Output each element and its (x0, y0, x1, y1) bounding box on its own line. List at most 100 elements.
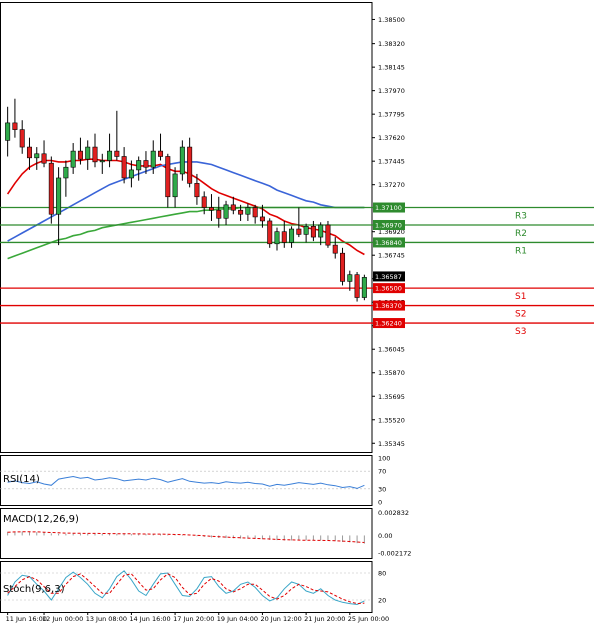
time-tick-label: 17 Jun 20:00 (173, 615, 214, 623)
rsi-title: RSI(14) (3, 474, 40, 485)
stoch-tick-label: 20 (378, 597, 386, 605)
candle-body (238, 209, 244, 215)
level-price-tag (373, 202, 405, 213)
level-label-r2: R2 (515, 229, 527, 239)
time-tick-label: 21 Jun 20:00 (304, 615, 345, 623)
price-tick-label: 1.37445 (378, 158, 405, 166)
price-tick-label: 1.37270 (378, 181, 405, 189)
candle-body (114, 150, 120, 157)
macd-tick-label: 0.002832 (378, 509, 409, 517)
candle-body (274, 231, 280, 245)
time-tick-label: 14 Jun 16:00 (129, 615, 170, 623)
candle-body (187, 146, 193, 184)
level-price-tag (373, 237, 405, 248)
candle-body (165, 156, 171, 198)
main-panel-frame (0, 2, 373, 453)
candle-body (216, 209, 222, 219)
current-price-label: 1.36587 (375, 273, 402, 281)
level-price-tag-label: 1.37100 (375, 204, 402, 212)
level-price-tag (373, 300, 405, 311)
level-price-tag-label: 1.36240 (375, 320, 402, 328)
price-tick-label: 1.37970 (378, 87, 405, 95)
macd-title: MACD(12,26,9) (3, 514, 79, 525)
rsi-tick-label: 100 (378, 455, 390, 463)
candle-body (318, 224, 324, 238)
candle-body (303, 226, 309, 235)
candle-body (85, 146, 91, 160)
rsi-tick-label: 70 (378, 468, 386, 476)
rsi-panel-frame (0, 455, 373, 506)
candle-body (332, 244, 338, 254)
price-tick-label: 1.35695 (378, 393, 405, 401)
stoch-signal-line (7, 573, 365, 605)
candle-body (107, 150, 113, 161)
candle-body (48, 162, 54, 215)
macd-panel-frame (0, 508, 373, 559)
candle-body (310, 226, 316, 238)
rsi-tick-label: 0 (378, 499, 382, 507)
candle-body (158, 150, 164, 157)
price-tick-label: 1.35870 (378, 369, 405, 377)
rsi-tick-label: 30 (378, 485, 386, 493)
candle-body (194, 183, 200, 198)
level-price-tag-label: 1.36840 (375, 239, 402, 247)
candle-body (150, 150, 156, 168)
stoch-tick-label: 80 (378, 570, 386, 578)
candle-body (99, 160, 105, 163)
time-tick-label: 11 Jun 16:00 (6, 615, 47, 623)
level-price-tag (373, 219, 405, 230)
candle-body (259, 216, 265, 222)
stoch-main-line (7, 570, 365, 606)
time-tick-label: 12 Jun 00:00 (42, 615, 83, 623)
level-label-r1: R1 (515, 246, 527, 256)
candle-body (347, 274, 353, 282)
rsi-line (7, 475, 365, 489)
candle-body (5, 122, 11, 141)
moving-average-line (7, 161, 365, 242)
candle-body (136, 160, 142, 171)
price-tick-label: 1.36745 (378, 252, 405, 260)
price-tick-label: 1.37620 (378, 134, 405, 142)
price-tick-label: 1.38320 (378, 40, 405, 48)
candle-body (128, 169, 134, 179)
candle-body (245, 207, 251, 215)
macd-tick-label: 0.00 (378, 532, 392, 540)
price-tick-label: 1.35520 (378, 416, 405, 424)
level-price-tag (373, 318, 405, 329)
price-tick-label: 1.38145 (378, 64, 405, 72)
price-tick-label: 1.36920 (378, 228, 405, 236)
candle-body (179, 146, 185, 175)
level-price-tag-label: 1.36970 (375, 221, 402, 229)
price-tick-label: 1.36045 (378, 346, 405, 354)
candle-body (201, 196, 207, 208)
candle-body (12, 122, 18, 130)
time-tick-label: 25 Jun 00:00 (348, 615, 389, 623)
candle-body (296, 228, 302, 235)
candle-body (26, 146, 32, 159)
level-price-tag-label: 1.36500 (375, 285, 402, 293)
candle-body (63, 166, 69, 179)
time-tick-label: 13 Jun 08:00 (86, 615, 127, 623)
candle-body (252, 207, 258, 218)
candle-body (34, 153, 40, 159)
macd-tick-label: -0.002172 (378, 550, 411, 558)
candle-body (354, 274, 360, 298)
price-tick-label: 1.37795 (378, 111, 405, 119)
price-tick-label: 1.35345 (378, 440, 405, 448)
candle-body (70, 150, 76, 168)
macd-signal-line (7, 531, 365, 543)
candle-body (77, 150, 83, 160)
candle-body (340, 252, 346, 282)
level-label-r3: R3 (515, 212, 527, 222)
time-tick-label: 20 Jun 12:00 (260, 615, 301, 623)
candle-body (208, 207, 214, 211)
time-tick-label: 19 Jun 04:00 (217, 615, 258, 623)
candle-body (143, 160, 149, 168)
candle-body (19, 129, 25, 148)
candle-body (41, 153, 47, 164)
level-price-tag-label: 1.36370 (375, 302, 402, 310)
stoch-panel-frame (0, 561, 373, 613)
stoch-title: Stoch(9,6,3) (3, 584, 65, 595)
current-price-tag (373, 271, 405, 282)
